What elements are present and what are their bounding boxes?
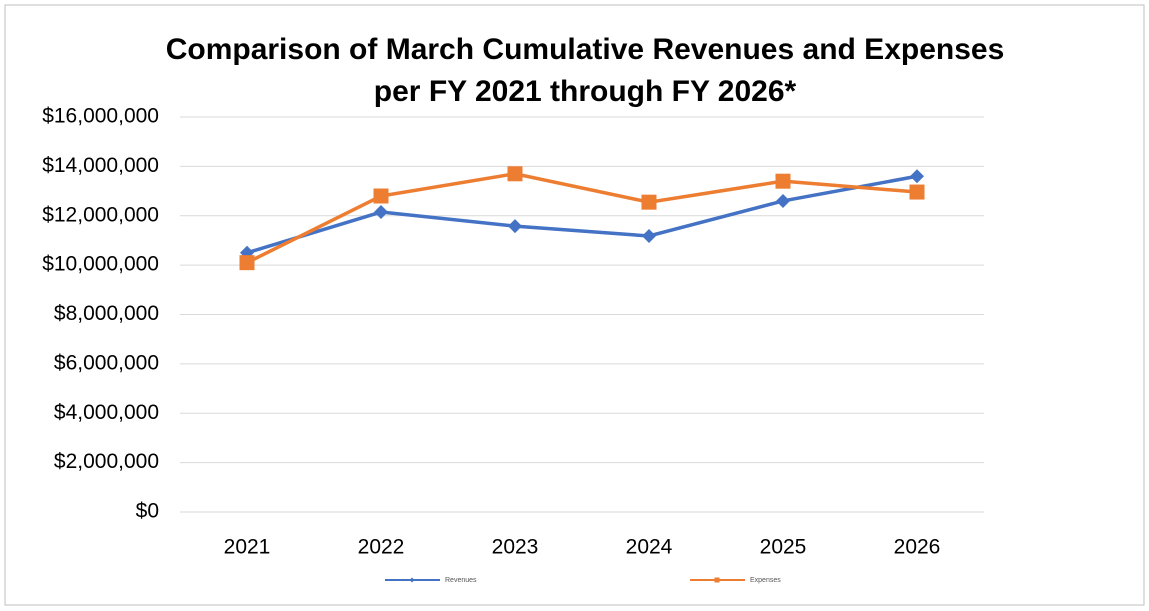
point-marker [909,184,925,200]
y-tick-label: $4,000,000 [54,401,159,424]
point-marker [507,166,523,182]
x-tick-label: 2025 [760,536,807,559]
point-marker [642,228,656,243]
point-marker [775,173,791,189]
legend-marker [409,577,415,583]
x-tick-label: 2022 [358,536,405,559]
y-tick-label: $12,000,000 [42,203,159,226]
y-tick-label: $10,000,000 [42,253,159,276]
series-line [246,172,918,265]
point-marker [641,194,657,210]
y-tick-label: $6,000,000 [54,351,159,374]
x-tick-label: 2024 [626,536,673,559]
legend-marker [714,577,720,583]
x-tick-label: 2021 [224,536,271,559]
point-marker [239,255,255,271]
series-line [246,174,918,255]
chart-title: per FY 2021 through FY 2026* [374,75,797,108]
y-tick-label: $14,000,000 [42,154,159,177]
chart-frame [4,4,1145,606]
point-marker [776,193,790,208]
y-tick-label: $8,000,000 [54,302,159,325]
legend-label: Expenses [750,577,781,584]
point-marker [508,219,522,234]
chart-title: Comparison of March Cumulative Revenues … [166,33,1005,66]
legend-label: Revenues [445,577,477,584]
x-tick-label: 2026 [894,536,941,559]
y-tick-label: $16,000,000 [42,105,159,128]
x-tick-label: 2023 [492,536,539,559]
point-marker [374,205,388,220]
y-tick-label: $2,000,000 [54,450,159,473]
y-tick-label: $0 [136,500,159,523]
point-marker [373,188,389,204]
point-marker [910,169,924,184]
